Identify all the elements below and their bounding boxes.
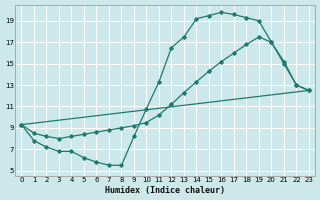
X-axis label: Humidex (Indice chaleur): Humidex (Indice chaleur) [105, 186, 225, 195]
